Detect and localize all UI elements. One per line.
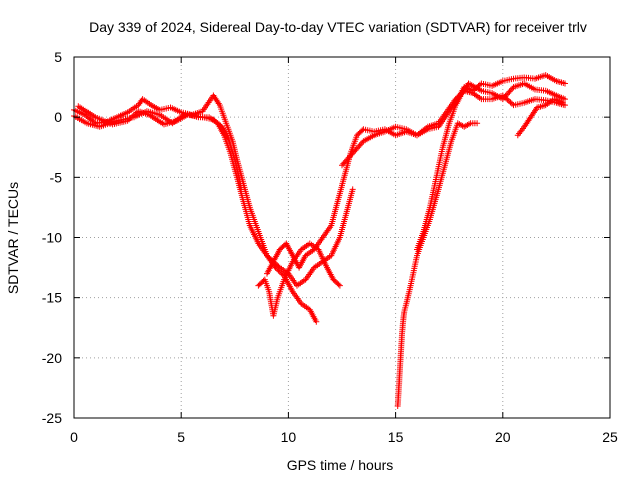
- x-tick-label: 5: [177, 429, 185, 445]
- series-pass-6: [339, 87, 568, 169]
- plus-markers: [339, 87, 568, 169]
- plus-markers: [75, 103, 245, 193]
- plus-markers: [514, 96, 566, 139]
- series-line: [73, 110, 354, 287]
- x-tick-label: 0: [70, 429, 78, 445]
- chart-title: Day 339 of 2024, Sidereal Day-to-day VTE…: [89, 19, 587, 35]
- y-tick-label: -10: [42, 230, 62, 246]
- x-tick-label: 25: [602, 429, 618, 445]
- x-tick-label: 10: [281, 429, 297, 445]
- y-axis-label: SDTVAR / TECUs: [5, 182, 21, 294]
- x-tick-label: 20: [495, 429, 511, 445]
- plus-markers: [71, 108, 356, 289]
- x-tick-label: 15: [388, 429, 404, 445]
- series-pass-7: [394, 120, 481, 409]
- series-pass-3: [75, 103, 245, 193]
- data-series: [71, 72, 568, 409]
- plus-markers: [414, 80, 568, 253]
- y-tick-label: -5: [50, 169, 63, 185]
- y-tick-label: -25: [42, 410, 62, 426]
- y-tick-label: -15: [42, 290, 62, 306]
- plus-markers: [255, 240, 343, 319]
- series-pass-9: [514, 96, 566, 139]
- series-pass-2: [71, 108, 356, 289]
- series-line: [397, 122, 478, 407]
- series-pass-8: [414, 80, 568, 253]
- plus-markers: [394, 120, 481, 409]
- y-tick-label: 0: [54, 109, 62, 125]
- x-axis-label: GPS time / hours: [287, 457, 394, 473]
- y-tick-label: 5: [54, 49, 62, 65]
- y-tick-label: -20: [42, 350, 62, 366]
- axis-ticks: 0 5 10 15 20 25 5 0 -5 -10 -15 -20 -25: [42, 49, 618, 445]
- series-pass-4: [255, 240, 343, 319]
